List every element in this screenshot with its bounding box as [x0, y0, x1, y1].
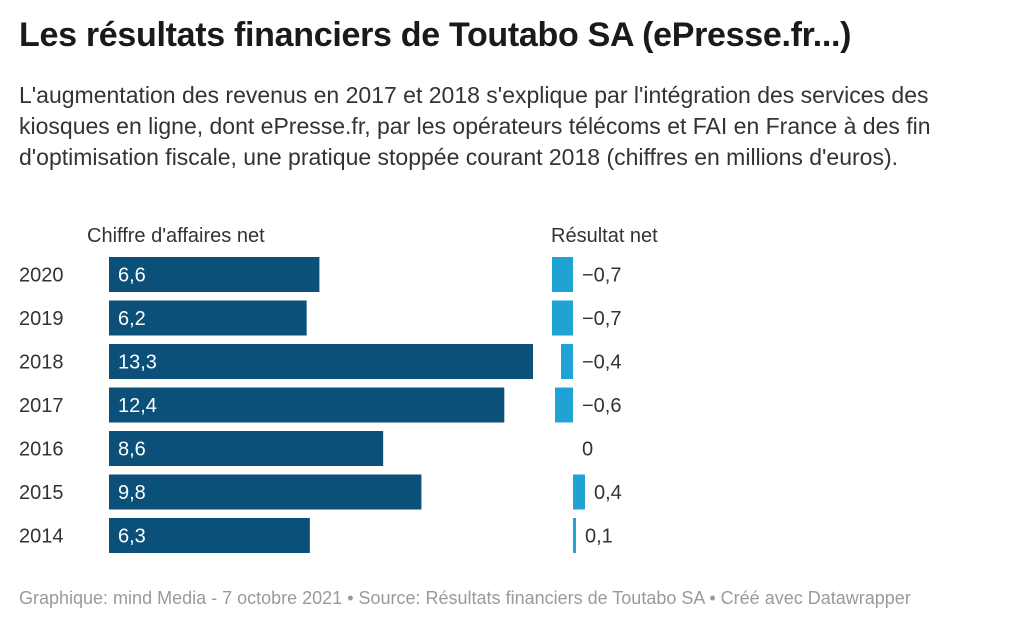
result-header: Résultat net: [551, 225, 658, 247]
result-bar: [573, 474, 585, 510]
result-bar: [552, 300, 573, 336]
revenue-bar: [109, 344, 533, 379]
result-value-label: 0,4: [594, 482, 622, 504]
revenue-value-label: 6,3: [118, 526, 146, 548]
revenue-value-label: 13,3: [118, 352, 157, 374]
revenue-value-label: 6,6: [118, 265, 146, 287]
revenue-bar: [109, 257, 320, 292]
year-label: 2016: [19, 439, 64, 461]
revenue-bar: [109, 518, 310, 553]
revenue-header: Chiffre d'affaires net: [87, 225, 265, 247]
result-value-label: −0,7: [582, 308, 621, 330]
result-value-label: 0,1: [585, 526, 613, 548]
year-label: 2017: [19, 395, 64, 417]
result-value-label: 0: [582, 439, 593, 461]
year-label: 2019: [19, 308, 64, 330]
chart-footer: Graphique: mind Media - 7 octobre 2021 •…: [19, 588, 911, 608]
year-label: 2020: [19, 265, 64, 287]
result-bar: [555, 387, 573, 423]
chart-rows: 2020 6,6 −0,7 2019 6,2 −0,7 2018 13,3 −0,4 2017 12…: [19, 257, 622, 553]
result-value-label: −0,7: [582, 265, 621, 287]
revenue-bar: [109, 300, 307, 336]
year-label: 2018: [19, 352, 64, 374]
result-value-label: −0,6: [582, 395, 621, 417]
result-bar: [552, 257, 573, 292]
year-label: 2015: [19, 482, 64, 504]
bar-chart: Chiffre d'affaires net Résultat net 2020…: [19, 225, 658, 553]
year-label: 2014: [19, 526, 64, 548]
revenue-value-label: 8,6: [118, 439, 146, 461]
revenue-value-label: 6,2: [118, 308, 146, 330]
result-bar: [573, 518, 576, 553]
revenue-bar: [109, 431, 384, 466]
revenue-bar: [109, 387, 505, 423]
result-value-label: −0,4: [582, 352, 621, 374]
revenue-value-label: 12,4: [118, 395, 157, 417]
chart-subtitle: L'augmentation des revenus en 2017 et 20…: [19, 82, 931, 170]
revenue-value-label: 9,8: [118, 482, 146, 504]
chart-title: Les résultats financiers de Toutabo SA (…: [19, 16, 852, 54]
result-bar: [561, 344, 573, 379]
revenue-bar: [109, 474, 422, 510]
